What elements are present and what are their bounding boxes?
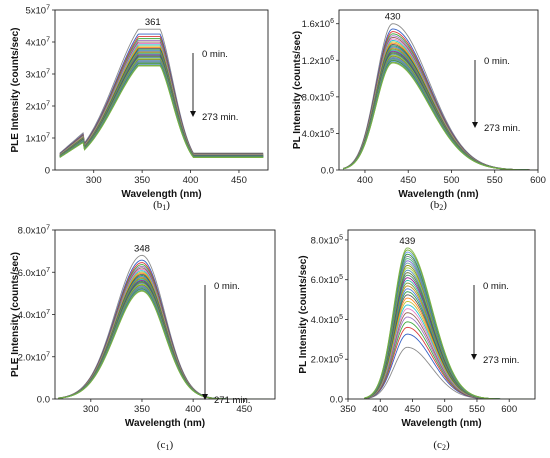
x-axis-label: Wavelength (nm) — [125, 418, 205, 429]
y-tick-label: 8.0x107 — [18, 225, 51, 237]
chart-panel-b2: 400 450 500 550 600 0.0 4.0x105 8.0x105 1.2x106 1… — [292, 9, 546, 212]
y-tick-label: 4.0x105 — [311, 314, 344, 326]
x-tick-label: 400 — [183, 175, 199, 186]
series-group — [343, 23, 538, 170]
chart-panel-c2: 350 400 450 500 550 600 0.0 2.0x105 4.0x105 6.0x1… — [298, 229, 536, 452]
peak-wavelength-label: 430 — [385, 12, 401, 23]
y-tick-label: 6.0x105 — [311, 274, 344, 286]
y-tick-label: 1.6x106 — [302, 18, 335, 30]
x-tick-label: 350 — [134, 404, 150, 415]
peak-wavelength-label: 348 — [134, 243, 150, 254]
y-tick-label: 0.0 — [330, 395, 343, 406]
x-tick-label: 500 — [437, 404, 453, 415]
time-end-label: 273 min. — [484, 123, 520, 134]
x-tick-label: 550 — [487, 175, 503, 186]
series-group — [58, 254, 270, 399]
x-tick-label: 350 — [340, 404, 356, 415]
y-tick-label: 1x107 — [25, 133, 50, 145]
peak-wavelength-label: 361 — [145, 17, 161, 28]
x-tick-label: 500 — [444, 175, 460, 186]
plot-frame — [54, 9, 269, 171]
panel-caption: (b1) — [153, 199, 170, 212]
series-line — [343, 23, 538, 170]
y-tick-label: 4x107 — [25, 37, 50, 49]
panel-caption: (b2) — [430, 199, 447, 212]
x-tick-label: 550 — [469, 404, 485, 415]
x-tick-label: 450 — [231, 175, 247, 186]
time-end-label: 273 min. — [483, 355, 519, 366]
time-start-label: 0 min. — [483, 281, 509, 292]
time-start-label: 0 min. — [214, 281, 240, 292]
x-axis-label: Wavelength (nm) — [401, 418, 481, 429]
series-line — [59, 65, 264, 158]
series-line — [343, 62, 538, 170]
y-tick-label: 6.0x107 — [18, 267, 51, 279]
x-tick-label: 400 — [185, 404, 201, 415]
x-tick-label: 400 — [357, 175, 373, 186]
x-tick-label: 600 — [501, 404, 517, 415]
time-arrow-head — [190, 111, 196, 117]
y-axis-label: PLE Intensity (counts/sec) — [10, 27, 21, 152]
panel-caption: (c1) — [157, 439, 174, 452]
x-tick-label: 450 — [405, 404, 421, 415]
x-tick-label: 300 — [83, 404, 99, 415]
y-tick-label: 3x107 — [25, 69, 50, 81]
time-arrow-head — [472, 122, 478, 128]
x-tick-label: 600 — [530, 175, 546, 186]
y-tick-label: 2.0x107 — [18, 351, 51, 363]
x-tick-label: 350 — [134, 175, 150, 186]
time-end-label: 271 min. — [214, 395, 250, 406]
time-arrow-head — [202, 394, 208, 400]
time-arrow-head — [471, 354, 477, 360]
y-axis-label: PLE Intensity (counts/sec) — [10, 252, 21, 377]
y-tick-label: 1.2x106 — [302, 55, 335, 67]
y-tick-label: 8.0x105 — [311, 234, 344, 246]
panel-caption: (c2) — [433, 439, 450, 452]
y-tick-label: 5x107 — [25, 5, 50, 17]
series-line — [59, 28, 264, 154]
series-group — [364, 247, 532, 399]
y-tick-label: 8.0x105 — [302, 91, 335, 103]
y-tick-label: 4.0x107 — [18, 309, 51, 321]
chart-panel-c1: 300 350 400 450 0.0 2.0x107 4.0x107 6.0x107 8.0x… — [10, 225, 276, 452]
chart-panel-b1: 300 350 400 450 0 1x107 2x107 3x107 4x107 5x107 Wa… — [10, 5, 269, 212]
x-axis-label: Wavelength (nm) — [398, 189, 478, 200]
peak-wavelength-label: 439 — [399, 236, 415, 247]
y-tick-label: 0.0 — [321, 166, 334, 177]
time-start-label: 0 min. — [484, 56, 510, 67]
x-axis-label: Wavelength (nm) — [121, 189, 201, 200]
x-tick-label: 400 — [372, 404, 388, 415]
series-group — [59, 28, 264, 158]
y-tick-label: 0 — [45, 166, 50, 177]
series-line — [58, 290, 270, 399]
time-start-label: 0 min. — [202, 49, 228, 60]
plot-frame — [347, 229, 536, 400]
y-tick-label: 0.0 — [37, 395, 50, 406]
y-tick-label: 2x107 — [25, 101, 50, 113]
y-axis-label: PL Intensity (counts/sec) — [298, 255, 309, 373]
plot-frame — [338, 9, 539, 171]
y-axis-label: PL Intensity (counts/sec) — [292, 31, 303, 149]
time-end-label: 273 min. — [202, 112, 238, 123]
x-tick-label: 300 — [86, 175, 102, 186]
x-tick-label: 450 — [236, 404, 252, 415]
x-tick-label: 450 — [400, 175, 416, 186]
y-tick-label: 2.0x105 — [311, 354, 344, 366]
y-tick-label: 4.0x105 — [302, 128, 335, 140]
